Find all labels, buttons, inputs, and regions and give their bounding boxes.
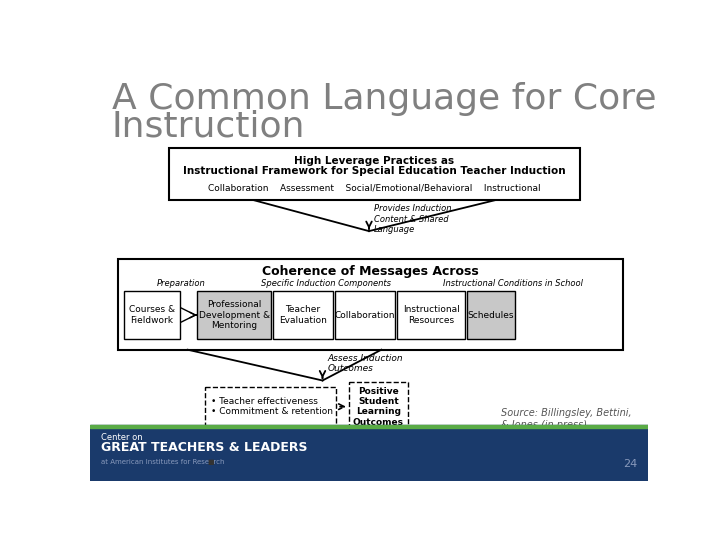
Text: Center on: Center on [101,433,143,442]
FancyBboxPatch shape [397,291,465,339]
Text: Positive
Student
Learning
Outcomes: Positive Student Learning Outcomes [353,387,404,427]
Text: Teacher
Evaluation: Teacher Evaluation [279,305,327,325]
Text: Coherence of Messages Across: Coherence of Messages Across [262,265,479,278]
Bar [90,425,648,481]
Text: • Teacher effectiveness
• Commitment & retention: • Teacher effectiveness • Commitment & r… [211,397,333,416]
FancyBboxPatch shape [118,259,624,350]
Text: Specific Induction Components: Specific Induction Components [261,279,391,288]
Text: Preparation: Preparation [157,279,205,288]
FancyBboxPatch shape [467,291,515,339]
FancyBboxPatch shape [169,148,580,200]
Text: Collaboration: Collaboration [335,310,395,320]
Text: Professional
Development &
Mentoring: Professional Development & Mentoring [199,300,270,330]
Text: Collaboration    Assessment    Social/Emotional/Behavioral    Instructional: Collaboration Assessment Social/Emotiona… [208,184,541,192]
Text: Instruction: Instruction [112,110,305,144]
Text: Schedules: Schedules [467,310,514,320]
Bar [90,425,648,428]
Text: ■: ■ [208,459,215,465]
Text: A Common Language for Core: A Common Language for Core [112,82,656,116]
FancyBboxPatch shape [204,387,336,427]
Text: Assess Induction
Outcomes: Assess Induction Outcomes [327,354,402,373]
Text: Provides Induction
Content & Shared
Language: Provides Induction Content & Shared Lang… [374,204,451,234]
Text: Source: Billingsley, Bettini,
& Jones (in press).: Source: Billingsley, Bettini, & Jones (i… [500,408,631,430]
FancyBboxPatch shape [197,291,271,339]
Text: at American Institutes for Research: at American Institutes for Research [101,459,225,465]
FancyBboxPatch shape [335,291,395,339]
Text: GREAT TEACHERS & LEADERS: GREAT TEACHERS & LEADERS [101,441,307,454]
Text: Courses &
Fieldwork: Courses & Fieldwork [129,305,175,325]
Text: Instructional Conditions in School: Instructional Conditions in School [444,279,583,288]
FancyBboxPatch shape [349,382,408,431]
Text: High Leverage Practices as: High Leverage Practices as [294,156,454,166]
FancyBboxPatch shape [124,291,180,339]
FancyBboxPatch shape [273,291,333,339]
Text: Instructional Framework for Special Education Teacher Induction: Instructional Framework for Special Educ… [183,166,566,177]
Text: Instructional
Resources: Instructional Resources [402,305,459,325]
Text: 24: 24 [623,459,637,469]
